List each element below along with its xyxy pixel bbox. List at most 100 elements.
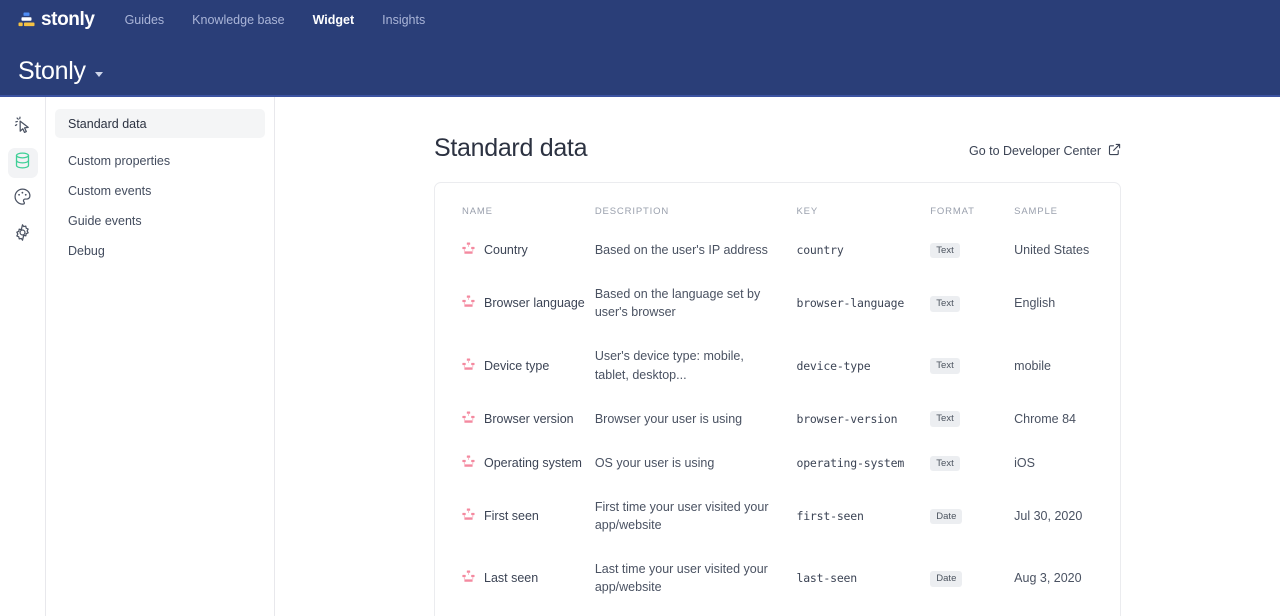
row-name-label: Operating system (484, 455, 582, 470)
standard-data-card: NAME DESCRIPTION KEY FORMAT SAMPLE Count… (434, 182, 1121, 616)
sidebar-item-custom-properties[interactable]: Custom properties (55, 146, 265, 175)
table-row[interactable]: Operating system OS your user is using o… (435, 441, 1120, 485)
row-sample: Aug 3, 2020 (1014, 571, 1082, 586)
sidebar-item-label: Guide events (68, 213, 142, 228)
sidebar-item-label: Custom properties (68, 153, 171, 168)
sidebar-item-guide-events[interactable]: Guide events (55, 206, 265, 235)
row-description: User's device type: mobile, tablet, desk… (594, 349, 744, 382)
nav-link-insights[interactable]: Insights (382, 13, 426, 27)
row-sample: iOS (1014, 455, 1035, 470)
row-description: First time your user visited your app/we… (594, 499, 769, 532)
format-badge: Text (930, 358, 960, 374)
nav-link-guides[interactable]: Guides (124, 13, 165, 27)
sidebar-item-standard-data[interactable]: Standard data (55, 109, 265, 138)
cell-name: Operating system (435, 441, 595, 485)
cell-format: Date (930, 485, 1014, 547)
format-badge: Text (930, 411, 960, 427)
row-name-label: First seen (484, 509, 539, 523)
format-badge: Text (930, 455, 960, 472)
hierarchy-icon (462, 570, 475, 586)
developer-center-link-label: Go to Developer Center (968, 144, 1101, 158)
standard-data-table: NAME DESCRIPTION KEY FORMAT SAMPLE Count… (435, 183, 1120, 609)
cell-description: First time your user visited your app/we… (595, 485, 797, 547)
cell-format: Text (930, 334, 1014, 396)
cell-key: last-seen (796, 547, 930, 609)
cell-format: Text (930, 397, 1014, 441)
row-key: device-type (796, 358, 871, 373)
row-name-label: Browser version (484, 411, 574, 426)
row-description: Based on the user's IP address (594, 243, 768, 257)
row-key: operating-system (796, 455, 905, 470)
rail-item-data[interactable] (7, 148, 38, 178)
brand-name: stonly (41, 9, 95, 30)
cell-key: browser-version (796, 397, 930, 441)
sidebar-item-debug[interactable]: Debug (55, 236, 265, 265)
row-sample: Chrome 84 (1014, 411, 1076, 426)
developer-center-link[interactable]: Go to Developer Center (969, 143, 1121, 163)
cell-sample: United States (1014, 228, 1120, 272)
table-row[interactable]: Country Based on the user's IP address c… (435, 228, 1120, 272)
format-badge: Date (930, 571, 963, 587)
page-header: Standard data Go to Developer Center (434, 134, 1121, 182)
cell-name: Browser language (435, 272, 595, 334)
nav-link-knowledge-base[interactable]: Knowledge base (192, 13, 285, 27)
cell-description: Based on the user's IP address (595, 228, 797, 272)
sidebar-item-label: Custom events (68, 183, 152, 198)
cell-format: Text (930, 272, 1014, 334)
hierarchy-icon (462, 295, 475, 311)
nav-link-widget[interactable]: Widget (312, 13, 355, 27)
workspace-selector[interactable]: Stonly (0, 57, 1280, 86)
row-key: last-seen (796, 571, 857, 586)
cell-name: First seen (435, 485, 595, 547)
format-badge: Text (930, 242, 960, 259)
column-header-format: FORMAT (930, 206, 975, 217)
cursor-click-icon (13, 115, 32, 139)
cell-description: Browser your user is using (595, 397, 797, 441)
cell-key: operating-system (796, 441, 930, 485)
sidebar-item-custom-events[interactable]: Custom events (55, 176, 265, 205)
nav-links: Guides Knowledge base Widget Insights (125, 13, 426, 27)
gear-icon (13, 223, 32, 247)
hierarchy-icon (462, 242, 475, 258)
workspace-name: Stonly (18, 57, 86, 85)
palette-icon (13, 187, 32, 211)
row-name-label: Device type (484, 358, 550, 373)
cell-key: browser-language (796, 272, 930, 334)
table-row[interactable]: Browser version Browser your user is usi… (435, 397, 1120, 441)
column-header-description: DESCRIPTION (594, 206, 670, 217)
table-body: Country Based on the user's IP address c… (435, 228, 1120, 609)
cell-description: Based on the language set by user's brow… (595, 272, 797, 334)
row-name-label: Browser language (484, 296, 585, 311)
row-sample: English (1014, 296, 1056, 311)
cell-description: User's device type: mobile, tablet, desk… (595, 334, 797, 396)
external-link-icon (1108, 143, 1121, 159)
hierarchy-icon (462, 508, 475, 524)
cell-format: Text (930, 228, 1014, 272)
cell-name: Country (435, 228, 595, 272)
row-key: country (796, 243, 844, 258)
table-row[interactable]: Device type User's device type: mobile, … (435, 334, 1120, 396)
cell-key: first-seen (796, 485, 930, 547)
cell-name: Last seen (435, 547, 595, 609)
table-row[interactable]: Last seen Last time your user visited yo… (435, 547, 1120, 609)
hierarchy-logo-icon (18, 12, 35, 28)
chevron-down-icon[interactable] (94, 71, 103, 77)
row-description: OS your user is using (594, 455, 715, 470)
row-description: Browser your user is using (594, 411, 743, 426)
table-row[interactable]: First seen First time your user visited … (435, 485, 1120, 547)
column-header-name: NAME (462, 206, 493, 217)
cell-name: Browser version (435, 397, 595, 441)
cell-name: Device type (435, 334, 595, 396)
row-name-label: Last seen (484, 571, 539, 586)
hierarchy-icon (462, 455, 475, 471)
hierarchy-icon (462, 358, 475, 374)
brand-logo[interactable]: stonly (18, 9, 95, 31)
rail-item-settings[interactable] (8, 220, 38, 250)
cell-sample: Aug 3, 2020 (1014, 547, 1120, 609)
rail-item-appearance[interactable] (8, 184, 38, 214)
rail-item-cursor[interactable] (8, 112, 38, 142)
format-badge: Text (930, 296, 960, 312)
cell-description: OS your user is using (595, 441, 797, 485)
row-name-label: Country (484, 243, 528, 258)
table-row[interactable]: Browser language Based on the language s… (435, 272, 1120, 334)
